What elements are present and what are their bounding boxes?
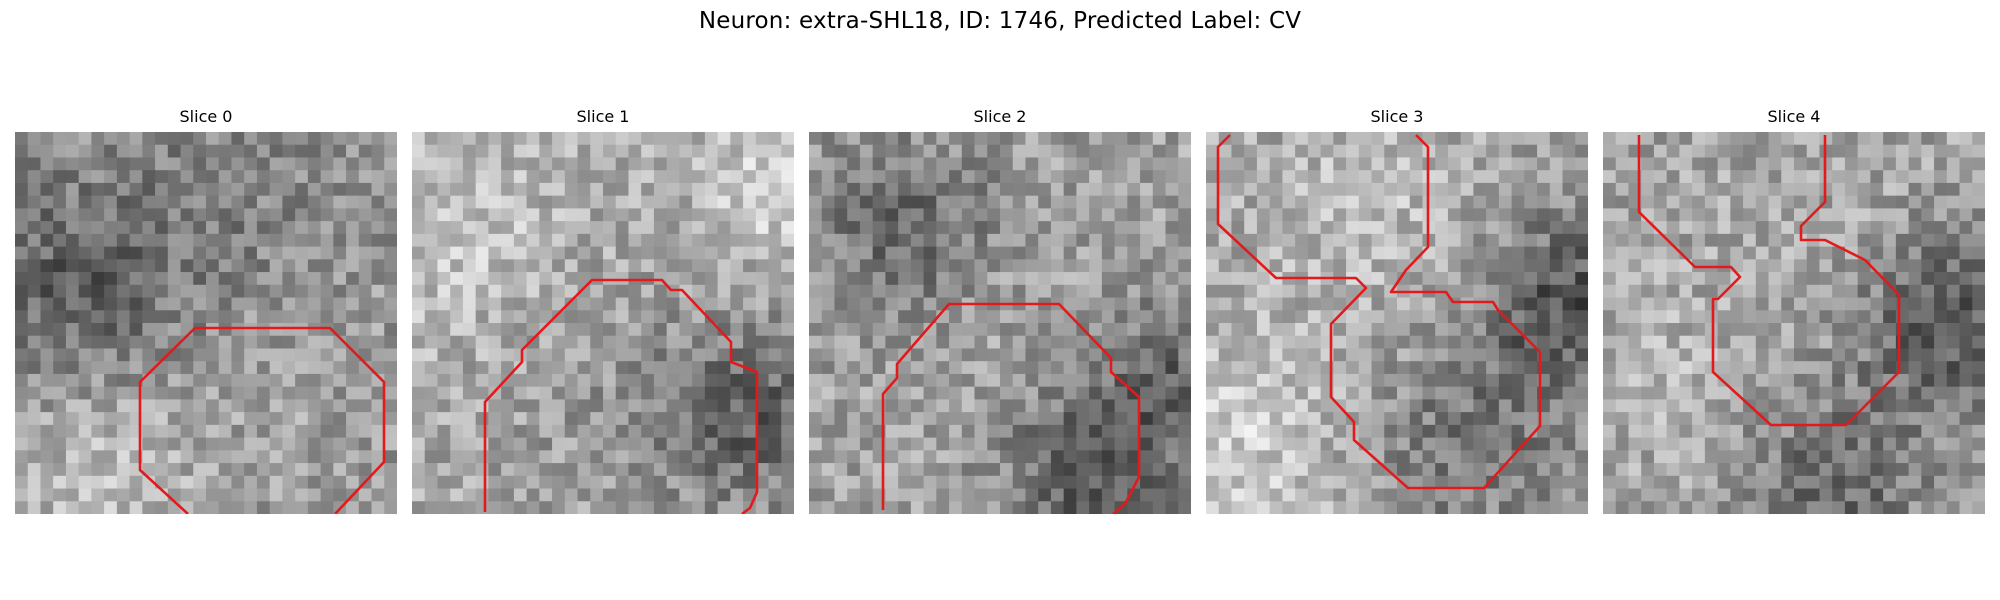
slice-image-3 [1206,132,1588,514]
slice-title-3: Slice 3 [1370,107,1424,126]
contour-outline-4 [1637,135,1901,427]
slice-panel-2: Slice 2 [809,107,1191,517]
grayscale-image-4 [1603,132,1985,514]
slice-image-1 [412,132,794,514]
contour-outline-2 [881,302,1141,514]
contour-outline-1 [483,278,759,514]
grayscale-image-0 [15,132,397,514]
slice-image-4 [1603,132,1985,514]
slice-panel-1: Slice 1 [412,107,794,517]
grayscale-image-2 [809,132,1191,514]
contour-outline-0 [138,326,386,514]
slice-title-4: Slice 4 [1767,107,1821,126]
slice-title-1: Slice 1 [576,107,630,126]
slice-image-2 [809,132,1191,514]
slice-panel-3: Slice 3 [1206,107,1588,517]
slice-panel-4: Slice 4 [1603,107,1985,517]
slice-panel-0: Slice 0 [15,107,397,517]
grayscale-image-1 [412,132,794,514]
contour-outline-3 [1216,134,1542,490]
grayscale-image-3 [1206,132,1588,514]
figure-title: Neuron: extra-SHL18, ID: 1746, Predicted… [698,8,1302,34]
slice-title-2: Slice 2 [973,107,1027,126]
slice-image-0 [15,132,397,514]
slice-title-0: Slice 0 [179,107,233,126]
